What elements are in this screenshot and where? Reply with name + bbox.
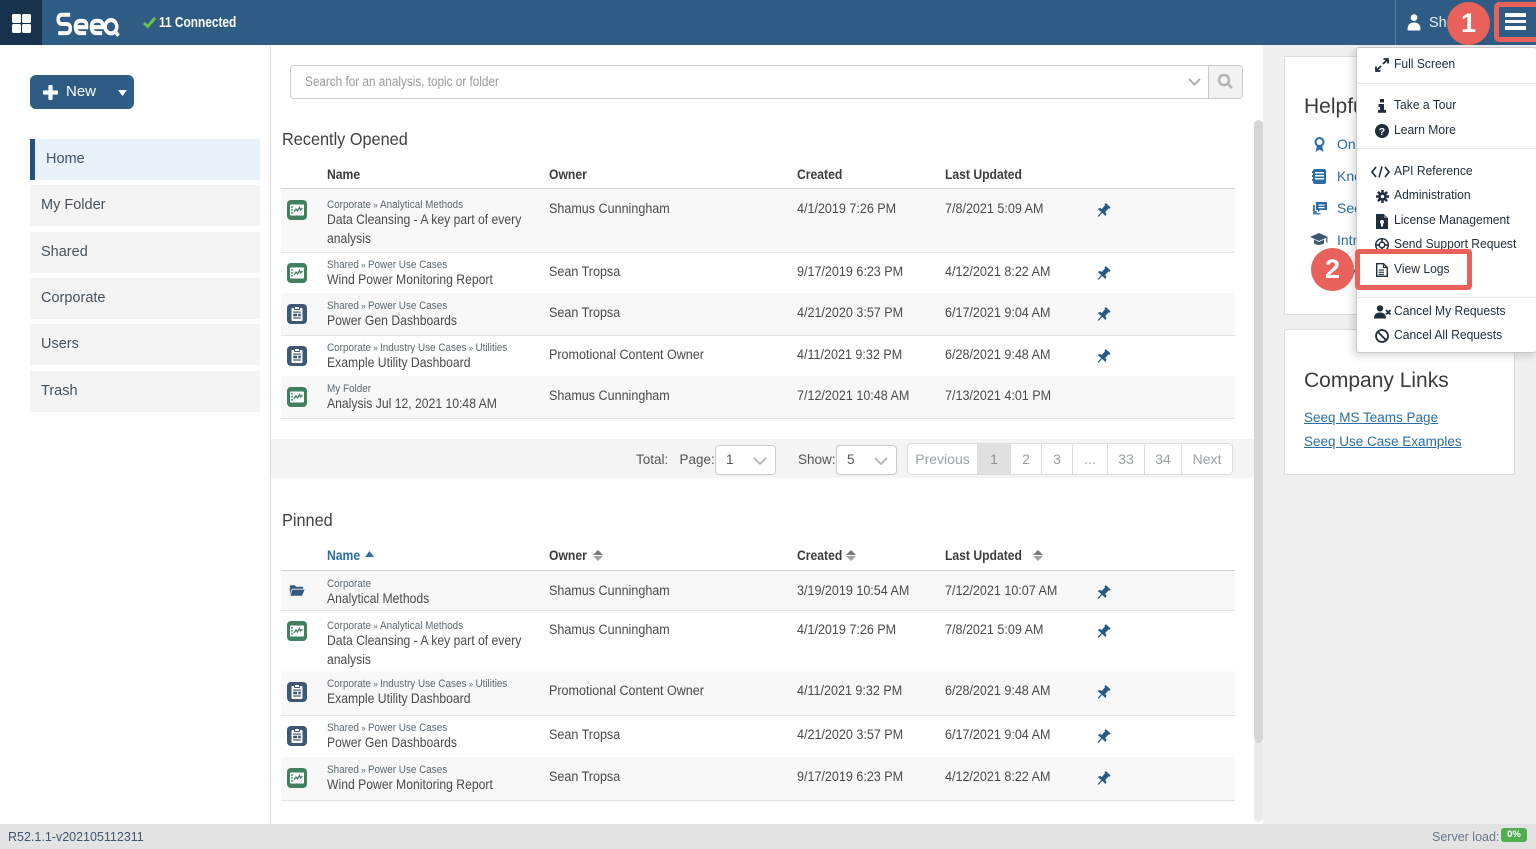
svg-text:?: ? — [1379, 125, 1385, 137]
